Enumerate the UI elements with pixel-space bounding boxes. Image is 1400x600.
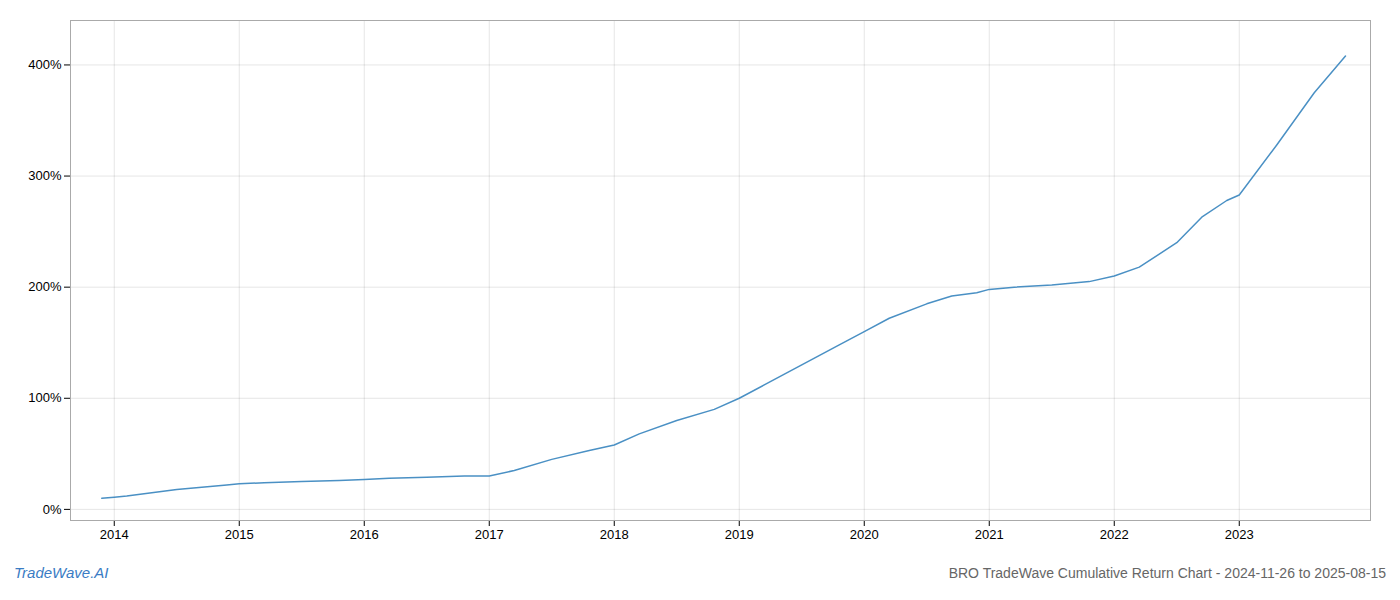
svg-text:200%: 200% <box>28 279 62 294</box>
svg-text:0%: 0% <box>43 502 62 517</box>
svg-text:2021: 2021 <box>975 527 1004 542</box>
html-text:TradeWave.AI: TradeWave.AI <box>14 564 109 581</box>
svg-text:2015: 2015 <box>225 527 254 542</box>
svg-text:2018: 2018 <box>600 527 629 542</box>
svg-text:2023: 2023 <box>1225 527 1254 542</box>
svg-text:300%: 300% <box>28 168 62 183</box>
svg-text:2022: 2022 <box>1100 527 1129 542</box>
svg-text:100%: 100% <box>28 390 62 405</box>
svg-text:400%: 400% <box>28 57 62 72</box>
svg-text:2020: 2020 <box>850 527 879 542</box>
svg-text:2019: 2019 <box>725 527 754 542</box>
html-text:BRO TradeWave Cumulative Retur: BRO TradeWave Cumulative Return Chart - … <box>948 565 1386 581</box>
svg-text:2017: 2017 <box>475 527 504 542</box>
svg-text:2014: 2014 <box>100 527 129 542</box>
svg-text:2016: 2016 <box>350 527 379 542</box>
